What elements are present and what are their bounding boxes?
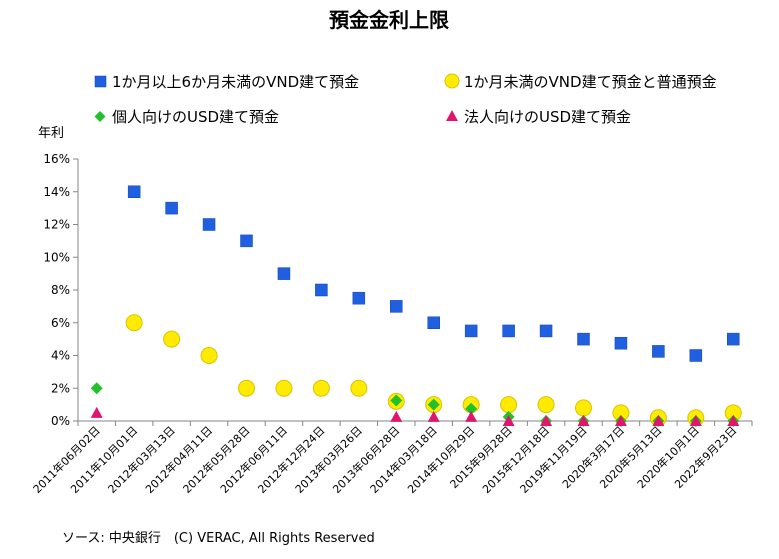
data-point-square	[614, 336, 628, 350]
y-tick-labels: 0% 2% 4% 6% 8% 10% 12% 14% 16%	[43, 152, 70, 428]
chart-title: 預金金利上限	[329, 8, 449, 32]
legend-marker-diamond	[94, 111, 106, 122]
legend-marker-square	[94, 75, 107, 88]
data-point-diamond	[427, 398, 440, 411]
x-tick-label: 2020年5月13日	[597, 423, 665, 491]
x-tick-label: 2013年03月26日	[292, 423, 365, 496]
data-point-circle	[238, 379, 255, 397]
x-tick-label: 2012年05月28日	[180, 423, 253, 496]
x-tick-label: 2022年9月23日	[672, 423, 740, 491]
legend-label: 法人向けのUSD建て預金	[464, 108, 631, 126]
x-tick-label: 2012年06月11日	[217, 423, 290, 496]
data-point-triangle	[90, 406, 103, 418]
x-tick-label: 2020年10月1日	[634, 423, 702, 491]
x-tick-label: 2013年06月28日	[330, 423, 403, 496]
data-point-diamond	[90, 382, 103, 395]
data-point-triangle	[390, 410, 403, 422]
series-triangle	[90, 406, 740, 426]
data-point-circle	[275, 379, 293, 397]
data-point-circle	[200, 347, 218, 364]
data-point-circle	[537, 396, 555, 414]
legend-label: 1か月未満のVND建て預金と普通預金	[464, 73, 717, 91]
legend-item: 法人向けのUSD建て預金	[446, 108, 631, 126]
data-point-square	[427, 316, 440, 329]
x-tick-label: 2012年12月24日	[255, 423, 328, 496]
data-point-square	[352, 291, 366, 305]
data-point-triangle	[502, 415, 515, 426]
x-tick-label: 2011年10月01日	[67, 423, 140, 496]
data-point-square	[240, 234, 253, 248]
legend-item: 1か月以上6か月未満のVND建て預金	[94, 73, 359, 91]
data-point-square	[315, 283, 328, 297]
series-diamond	[90, 382, 740, 427]
x-tick-label: 2014年03月18日	[367, 423, 440, 496]
data-point-square	[165, 201, 178, 215]
axes	[73, 158, 753, 426]
data-point-circle	[575, 399, 592, 417]
data-point-square	[127, 185, 141, 198]
y-tick-label: 4%	[51, 349, 70, 363]
data-point-triangle	[727, 415, 740, 426]
legend-marker-circle	[444, 73, 460, 89]
x-tick-label: 2020年3月17日	[559, 423, 627, 491]
data-point-square	[577, 332, 590, 346]
data-point-square	[689, 349, 703, 362]
data-point-square	[390, 300, 403, 313]
data-point-square	[277, 267, 291, 280]
data-point-triangle	[540, 415, 553, 426]
y-tick-label: 2%	[51, 381, 70, 395]
x-tick-label: 2015年12月18日	[479, 423, 552, 496]
legend-item: 1か月未満のVND建て預金と普通預金	[444, 73, 717, 91]
y-axis-label: 年利	[38, 126, 64, 141]
data-point-square	[502, 324, 515, 338]
data-point-triangle	[652, 415, 665, 426]
data-point-circle	[350, 379, 368, 397]
y-tick-label: 10%	[43, 250, 70, 264]
data-point-triangle	[614, 415, 627, 426]
data-point-diamond	[465, 402, 478, 415]
x-tick-label: 2012年04月11日	[142, 423, 215, 496]
data-point-triangle	[427, 410, 440, 422]
x-tick-labels: 2011年06月02日2011年10月01日2012年03月13日2012年04…	[30, 423, 739, 496]
y-tick-label: 8%	[51, 283, 70, 297]
x-tick-label: 2015年9月28日	[447, 423, 515, 491]
x-tick-label: 2019年11月19日	[517, 423, 590, 496]
x-tick-label: 2012年03月13日	[105, 423, 178, 496]
data-point-triangle	[577, 415, 590, 426]
y-tick-label: 14%	[43, 185, 70, 199]
data-point-square	[539, 324, 553, 338]
x-tick-label: 2014年10月29日	[404, 423, 477, 496]
data-point-circle	[125, 314, 143, 332]
data-point-square	[464, 324, 478, 338]
legend-label: 個人向けのUSD建て預金	[112, 108, 279, 126]
source-note: ソース: 中央銀行 (C) VERAC, All Rights Reserved	[62, 531, 375, 546]
series-circle	[125, 314, 742, 427]
data-point-triangle	[689, 415, 702, 426]
y-tick-label: 6%	[51, 316, 70, 330]
data-point-square	[727, 332, 740, 346]
series-square	[127, 185, 740, 362]
legend-marker-triangle	[446, 110, 458, 121]
x-tick-label: 2011年06月02日	[30, 423, 103, 496]
legend: 1か月以上6か月未満のVND建て預金 1か月未満のVND建て預金と普通預金 個人…	[94, 73, 717, 126]
legend-label: 1か月以上6か月未満のVND建て預金	[112, 73, 359, 91]
data-point-square	[202, 218, 216, 231]
data-point-square	[652, 345, 665, 358]
data-point-triangle	[465, 410, 478, 422]
data-point-diamond	[390, 394, 403, 407]
data-point-circle	[500, 396, 518, 414]
data-marks	[90, 185, 742, 427]
y-tick-label: 12%	[43, 218, 70, 232]
data-point-circle	[312, 379, 330, 397]
y-tick-label: 16%	[43, 152, 70, 166]
legend-item: 個人向けのUSD建て預金	[94, 108, 279, 126]
data-point-circle	[163, 330, 181, 348]
y-tick-label: 0%	[51, 414, 70, 428]
